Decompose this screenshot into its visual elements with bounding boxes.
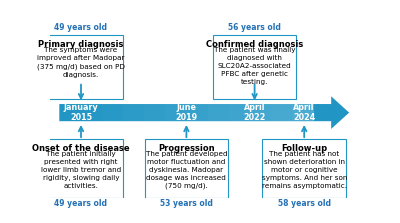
Text: June
2019: June 2019: [175, 103, 198, 122]
Bar: [102, 104, 123, 121]
Text: The patient developed
motor fluctuation and
dyskinesia. Madopar
dosage was incre: The patient developed motor fluctuation …: [146, 151, 227, 189]
Text: Progression: Progression: [158, 144, 215, 153]
Bar: [144, 104, 165, 121]
Bar: [229, 104, 250, 121]
Text: January
2015: January 2015: [64, 103, 98, 122]
Text: April
2024: April 2024: [293, 103, 315, 122]
Text: The patient was finally
diagnosed with
SLC20A2-associated
PFBC after genetic
tes: The patient was finally diagnosed with S…: [214, 47, 295, 85]
Bar: [292, 104, 314, 121]
FancyArrow shape: [59, 96, 349, 129]
Text: Onset of the disease: Onset of the disease: [32, 144, 130, 153]
Bar: [123, 104, 144, 121]
FancyBboxPatch shape: [262, 139, 346, 198]
Bar: [59, 104, 80, 121]
Text: April
2022: April 2022: [244, 103, 266, 122]
Bar: [271, 104, 292, 121]
Text: The patient has not
shown deterioration in
motor or cognitive
symptoms. And her : The patient has not shown deterioration …: [262, 151, 347, 189]
FancyBboxPatch shape: [39, 35, 123, 99]
Bar: [80, 104, 102, 121]
Bar: [250, 104, 271, 121]
Text: 58 years old: 58 years old: [278, 199, 331, 208]
Bar: [186, 104, 208, 121]
Bar: [165, 104, 186, 121]
Text: Confirmed diagnosis: Confirmed diagnosis: [206, 41, 303, 50]
Text: 49 years old: 49 years old: [54, 23, 108, 32]
Text: 56 years old: 56 years old: [228, 23, 281, 32]
FancyBboxPatch shape: [213, 35, 296, 99]
Bar: [208, 104, 229, 121]
FancyBboxPatch shape: [144, 139, 228, 198]
Text: Follow-up: Follow-up: [281, 144, 327, 153]
Text: The patient initially
presented with right
lower limb tremor and
rigidity, slowi: The patient initially presented with rig…: [41, 151, 121, 189]
Text: Primary diagnosis: Primary diagnosis: [38, 41, 124, 50]
Text: 49 years old: 49 years old: [54, 199, 108, 208]
FancyBboxPatch shape: [39, 139, 123, 198]
Text: The symptoms were
improved after Madopar
(375 mg/d) based on PD
diagnosis.: The symptoms were improved after Madopar…: [37, 47, 125, 78]
Text: 53 years old: 53 years old: [160, 199, 213, 208]
